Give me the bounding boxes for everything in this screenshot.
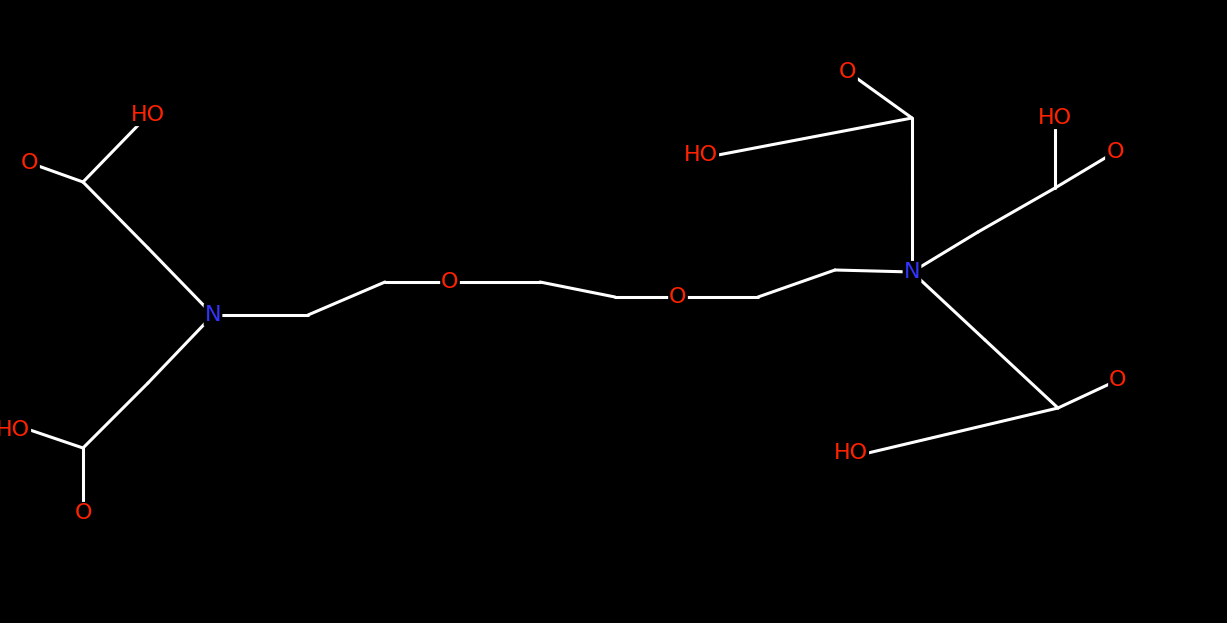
Text: HO: HO — [131, 105, 166, 125]
Text: O: O — [21, 153, 39, 173]
Text: O: O — [839, 62, 856, 82]
Text: N: N — [205, 305, 221, 325]
Text: O: O — [1107, 142, 1124, 162]
Text: O: O — [442, 272, 459, 292]
Text: HO: HO — [834, 443, 867, 463]
Text: HO: HO — [683, 145, 718, 165]
Text: O: O — [75, 503, 92, 523]
Text: N: N — [904, 262, 920, 282]
Text: O: O — [1109, 370, 1126, 390]
Text: HO: HO — [0, 420, 29, 440]
Text: HO: HO — [1038, 108, 1072, 128]
Text: O: O — [669, 287, 687, 307]
